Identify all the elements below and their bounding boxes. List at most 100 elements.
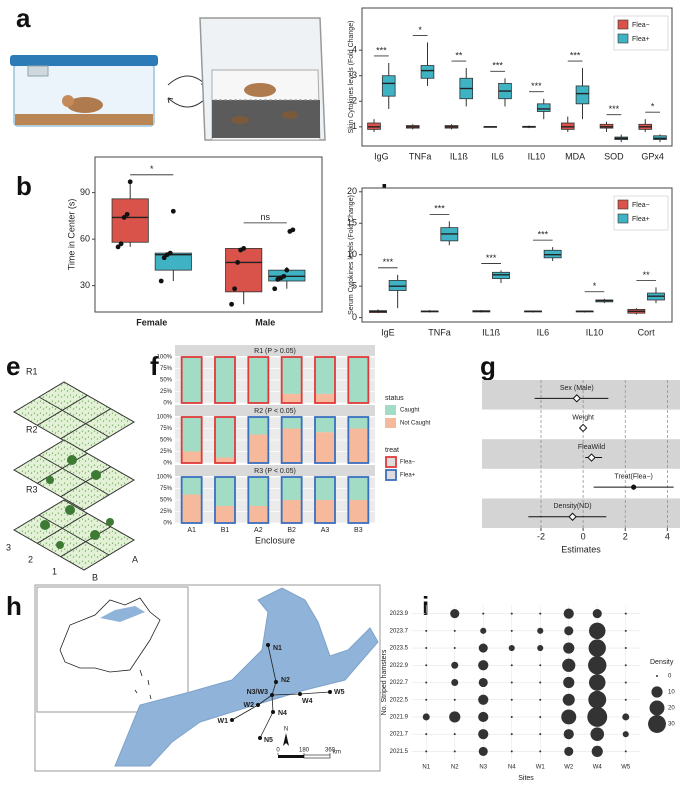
x-tick-label: W5 <box>621 765 631 771</box>
y-tick-label: 4 <box>352 45 357 55</box>
bar-outline <box>180 476 203 524</box>
y-axis-label: Time in Center (s) <box>66 199 76 271</box>
x-tick-label: IgG <box>374 151 389 161</box>
bar-outline <box>280 416 303 464</box>
bubble <box>539 715 542 718</box>
row-band <box>482 498 680 528</box>
significance-label: * <box>418 25 422 35</box>
bubble <box>510 715 513 718</box>
x-tick-label: A2 <box>254 527 263 534</box>
bubble <box>589 622 606 640</box>
bar-segment <box>181 451 202 463</box>
bubble <box>478 677 488 688</box>
bar-segment <box>348 428 369 463</box>
x-tick-label: -2 <box>537 531 545 541</box>
bubble <box>591 745 603 757</box>
bubble <box>425 750 428 753</box>
bubble <box>478 711 489 723</box>
x-tick-label: Male <box>255 317 275 327</box>
legend-label: Flea− <box>400 460 416 466</box>
data-point <box>284 267 290 273</box>
legend-title: status <box>385 395 404 402</box>
row-label: R1 <box>26 366 38 376</box>
significance-label: * <box>651 102 655 112</box>
data-point <box>124 211 130 217</box>
map: N1 N2 N3/W3 W4 W5 W2 N4 W1 N5 N km <box>34 584 381 772</box>
significance-label: *** <box>383 257 394 267</box>
bar-outline <box>180 416 203 464</box>
x-tick-label: W2 <box>564 765 574 771</box>
bar-segment <box>215 457 235 463</box>
bar-outline <box>347 416 370 464</box>
bar-segment <box>315 432 335 463</box>
site-label: W1 <box>218 718 229 725</box>
bar-segment <box>348 357 369 403</box>
data-point <box>158 278 164 284</box>
bar-segment <box>281 477 302 500</box>
bar-segment <box>248 357 269 403</box>
data-point <box>115 244 121 250</box>
x-tick-label: IgE <box>381 327 395 337</box>
bubble <box>561 709 577 725</box>
y-tick-label: 2021.5 <box>390 749 409 755</box>
row-label: Treat(Flea−) <box>614 474 652 481</box>
significance-label: *** <box>531 81 542 91</box>
x-tick-label: N2 <box>451 765 459 771</box>
bubble <box>510 612 513 615</box>
x-tick-label: W4 <box>593 765 603 771</box>
data-point <box>281 273 287 279</box>
data-point <box>241 246 247 251</box>
y-tick-label: 25% <box>160 509 173 515</box>
region <box>114 587 379 767</box>
box <box>575 85 590 105</box>
y-axis-label: No. Striped hamsters <box>381 649 388 715</box>
site-label: N1 <box>273 645 282 652</box>
y-tick-label: 50% <box>160 378 173 384</box>
bubble <box>510 681 513 684</box>
bubble <box>422 713 430 721</box>
bubble <box>563 608 574 619</box>
bar-segment <box>281 417 302 429</box>
scale-bar <box>303 754 331 759</box>
data-point <box>229 301 234 307</box>
x-tick-label: W1 <box>536 765 546 771</box>
y-tick-label: 5 <box>352 281 357 291</box>
y-tick-label: 2023.9 <box>390 611 409 617</box>
x-tick-label: IL6 <box>491 151 504 161</box>
bubble <box>425 629 428 632</box>
significance-label: ** <box>455 50 463 60</box>
x-tick-label: TNFa <box>409 151 432 161</box>
legend-label: Flea+ <box>632 36 650 43</box>
x-tick-label: IL1ß <box>450 151 469 161</box>
bar-segment <box>348 417 369 429</box>
facet-title: R3 (P < 0.05) <box>254 468 296 475</box>
bar-segment <box>281 500 302 523</box>
bar-outline <box>280 476 303 524</box>
bubble <box>510 733 513 736</box>
box <box>111 198 149 243</box>
significance-label: * <box>150 164 154 174</box>
scale-label: 0 <box>276 748 280 754</box>
estimate <box>572 394 581 403</box>
bar-segment <box>248 477 269 506</box>
legend-title: treat <box>385 447 399 454</box>
y-tick-label: 50% <box>160 438 173 444</box>
bar-segment <box>315 500 335 523</box>
legend-bubble <box>648 715 666 733</box>
bar-segment <box>315 357 335 394</box>
site-label: N4 <box>278 710 287 717</box>
legend-label: 30 <box>668 722 675 728</box>
bubble <box>425 612 428 615</box>
bar-segment <box>315 477 335 500</box>
inset-country <box>59 597 161 673</box>
bar-segment <box>181 417 202 452</box>
bubble <box>588 690 607 709</box>
facet-strip <box>175 405 375 416</box>
north-arrow <box>283 733 289 746</box>
axis-label: A <box>132 554 138 564</box>
panel-label: f <box>150 351 159 381</box>
box <box>536 103 551 112</box>
bubble <box>562 693 575 706</box>
x-tick-label: 4 <box>665 531 670 541</box>
bar-outline <box>214 356 236 404</box>
